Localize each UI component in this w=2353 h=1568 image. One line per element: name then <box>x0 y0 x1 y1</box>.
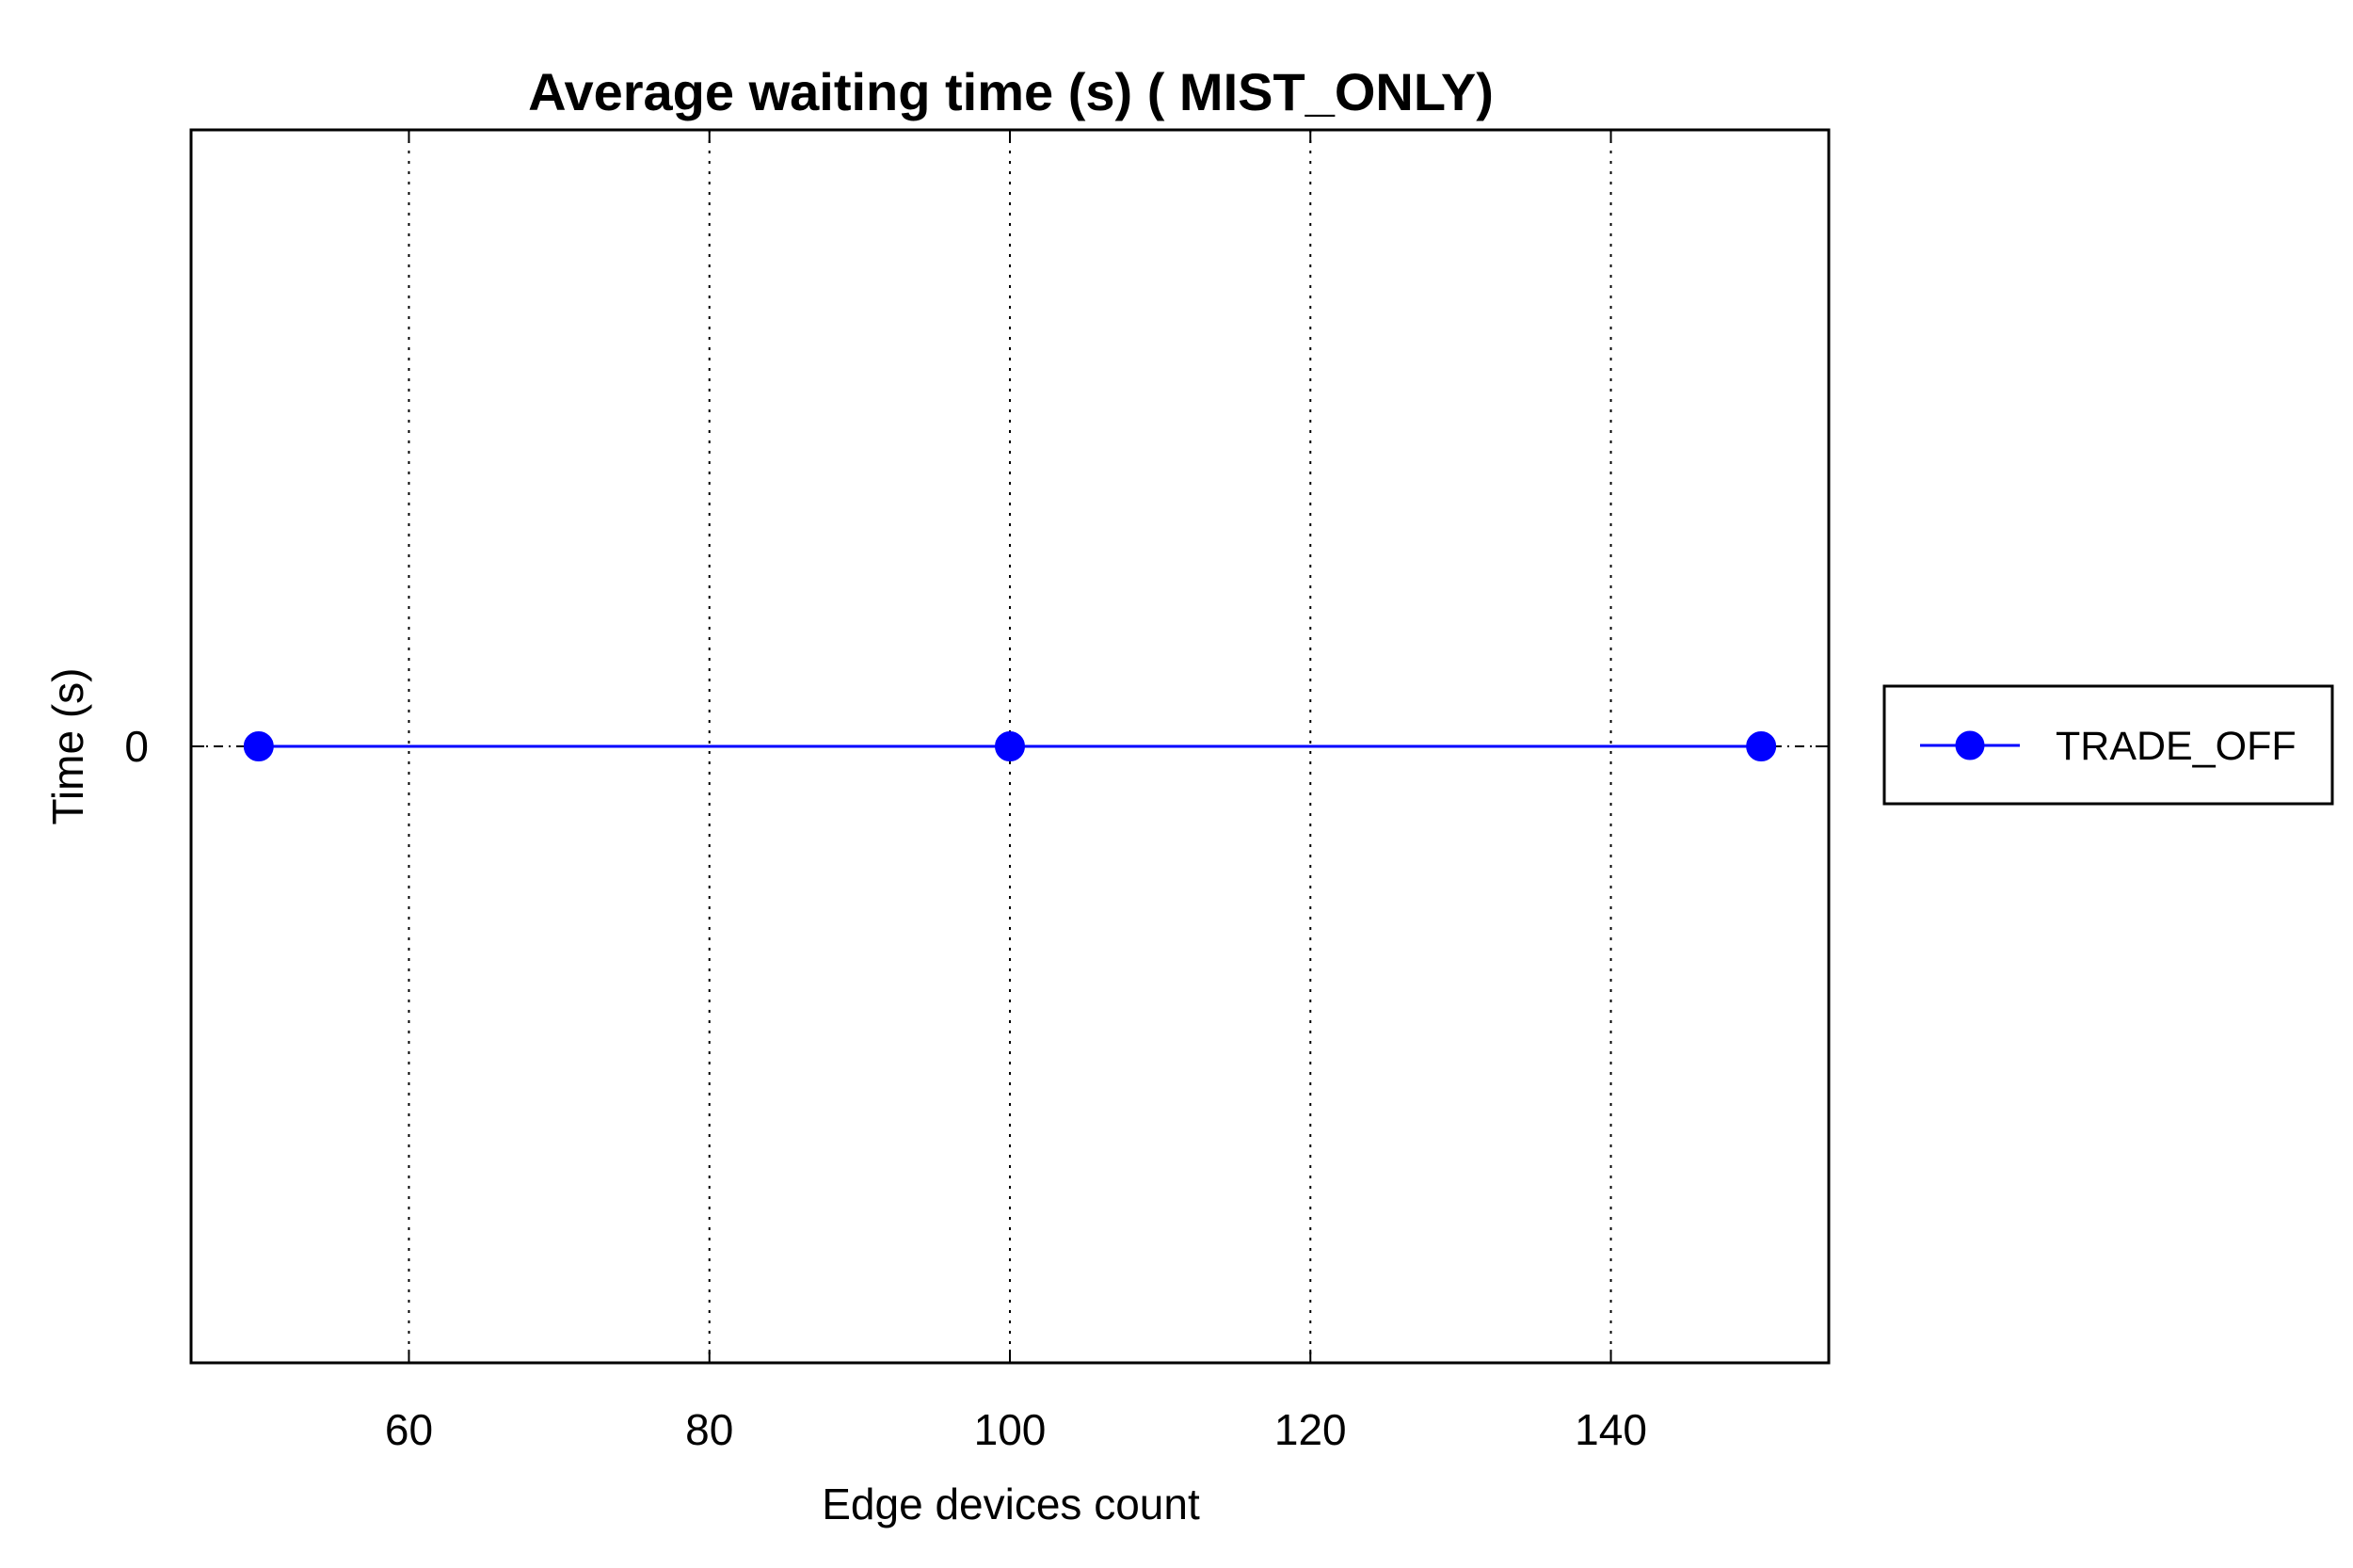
legend-series-label: TRADE_OFF <box>2056 724 2297 769</box>
y-axis-label: Time (s) <box>43 668 92 825</box>
data-point <box>243 731 274 761</box>
axis-ticks: 60 80 100 120 140 0 <box>124 130 1829 1454</box>
y-tick-label: 0 <box>124 722 149 771</box>
x-tick-label: 120 <box>1274 1405 1347 1454</box>
series-layer <box>243 731 1777 761</box>
x-tick-label: 140 <box>1575 1405 1647 1454</box>
data-point <box>1746 731 1777 761</box>
data-point <box>995 731 1025 761</box>
legend-series-marker <box>1955 730 1985 760</box>
x-tick-label: 60 <box>385 1405 433 1454</box>
legend: TRADE_OFF <box>1882 684 2334 806</box>
x-axis-label: Edge devices count <box>822 1480 1200 1528</box>
x-tick-label: 100 <box>974 1405 1047 1454</box>
x-tick-label: 80 <box>685 1405 733 1454</box>
chart-title: Average waiting time (s) ( MIST_ONLY) <box>528 62 1494 121</box>
